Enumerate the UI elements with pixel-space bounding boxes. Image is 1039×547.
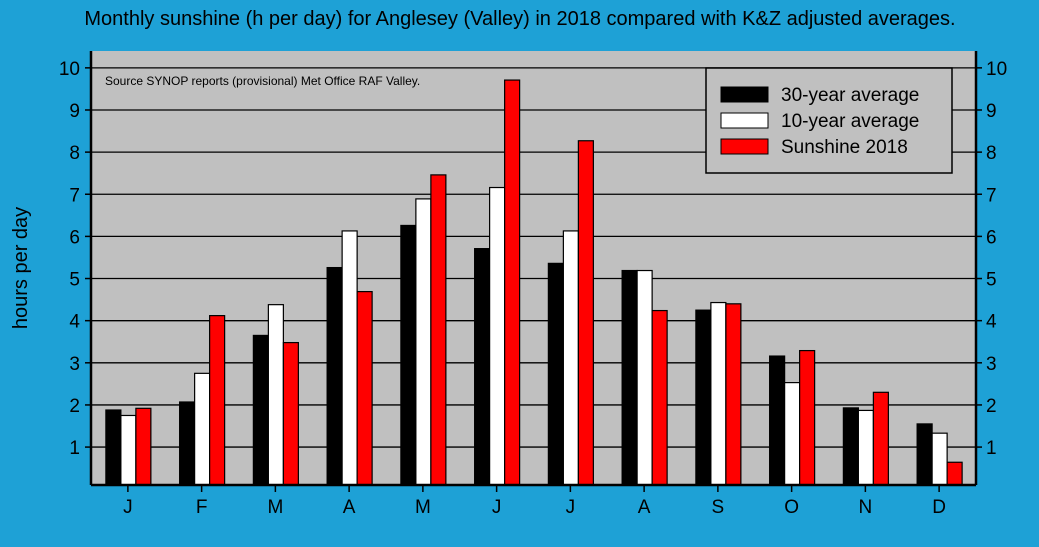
legend: 30-year average 10-year average Sunshine 2… [705, 67, 953, 174]
bar-10-year-average [120, 414, 137, 486]
y-axis-label: hours per day [10, 207, 32, 329]
bar-sunshine-2018 [504, 79, 521, 486]
bar-30-year-average [326, 266, 343, 486]
y-tick-label-left: 6 [69, 227, 80, 248]
bar-sunshine-2018 [577, 140, 594, 486]
legend-label: 30-year average [781, 85, 919, 106]
y-tick-label-right: 6 [986, 227, 997, 248]
bar-10-year-average [636, 269, 653, 486]
bar-10-year-average [710, 301, 727, 486]
y-tick-label-left: 3 [69, 354, 80, 375]
y-tick-label-left: 10 [59, 59, 80, 80]
legend-swatch [720, 112, 769, 129]
y-tick-label-left: 2 [69, 396, 80, 417]
x-tick-label: J [492, 497, 502, 518]
axes: 1 1 2 2 3 3 4 4 5 5 6 6 7 7 8 8 9 9 10 10 J F M A M J J A S O N D [59, 51, 1007, 518]
y-tick-label-left: 8 [69, 143, 80, 164]
legend-swatch [720, 138, 769, 155]
bar-30-year-average [547, 262, 564, 486]
bar-sunshine-2018 [799, 349, 816, 486]
bar-30-year-average [695, 309, 712, 486]
bar-sunshine-2018 [651, 309, 668, 486]
y-tick-label-right: 3 [986, 354, 997, 375]
x-tick-label: N [859, 497, 873, 518]
bar-sunshine-2018 [430, 174, 447, 486]
x-tick-label: D [932, 497, 946, 518]
y-tick-label-right: 7 [986, 185, 997, 206]
x-tick-label: A [343, 497, 356, 518]
bar-sunshine-2018 [209, 315, 226, 486]
x-tick-label: A [638, 497, 651, 518]
bar-sunshine-2018 [725, 303, 742, 486]
y-tick-label-right: 9 [986, 101, 997, 122]
bar-30-year-average [842, 407, 859, 486]
bar-30-year-average [769, 355, 786, 486]
y-tick-label-right: 4 [986, 312, 997, 333]
legend-swatch [720, 86, 769, 103]
bar-10-year-average [267, 304, 284, 486]
y-tick-label-right: 1 [986, 438, 997, 459]
y-tick-label-right: 5 [986, 270, 997, 291]
bar-30-year-average [400, 224, 417, 486]
bar-10-year-average [784, 382, 801, 486]
bar-30-year-average [252, 334, 269, 486]
bar-10-year-average [562, 230, 579, 486]
bar-30-year-average [621, 269, 638, 486]
x-tick-label: F [196, 497, 208, 518]
x-tick-label: M [415, 497, 431, 518]
legend-label: 10-year average [781, 111, 919, 132]
x-tick-label: S [712, 497, 725, 518]
legend-label: Sunshine 2018 [781, 137, 908, 158]
bar-30-year-average [179, 401, 196, 486]
bar-sunshine-2018 [946, 461, 963, 486]
bar-10-year-average [194, 372, 211, 486]
bar-10-year-average [341, 230, 358, 486]
source-annotation: Source SYNOP reports (provisional) Met O… [105, 74, 420, 88]
y-tick-label-right: 10 [986, 59, 1007, 80]
bars [105, 79, 963, 486]
chart-title: Monthly sunshine (h per day) for Anglese… [84, 8, 955, 30]
bar-30-year-average [916, 423, 933, 486]
x-tick-label: J [566, 497, 576, 518]
bar-10-year-average [489, 186, 506, 486]
y-tick-label-left: 9 [69, 101, 80, 122]
bar-sunshine-2018 [282, 341, 299, 486]
x-tick-label: M [267, 497, 283, 518]
y-tick-label-left: 1 [69, 438, 80, 459]
x-tick-label: O [784, 497, 799, 518]
y-tick-label-left: 7 [69, 185, 80, 206]
bar-10-year-average [931, 432, 948, 486]
y-tick-label-right: 8 [986, 143, 997, 164]
bar-sunshine-2018 [872, 391, 889, 486]
bar-10-year-average [857, 409, 874, 486]
x-tick-label: J [123, 497, 133, 518]
y-tick-label-right: 2 [986, 396, 997, 417]
y-tick-label-left: 5 [69, 270, 80, 291]
bar-10-year-average [415, 198, 432, 486]
bar-sunshine-2018 [135, 407, 152, 486]
bar-sunshine-2018 [356, 290, 373, 486]
y-tick-label-left: 4 [69, 312, 80, 333]
bar-30-year-average [474, 248, 491, 486]
bar-30-year-average [105, 409, 122, 486]
